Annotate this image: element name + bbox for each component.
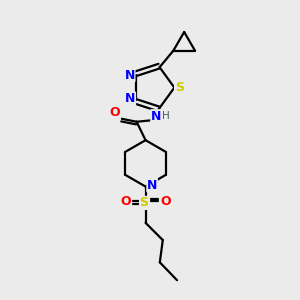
Text: N: N	[151, 110, 161, 123]
Text: N: N	[147, 178, 157, 192]
Text: O: O	[120, 195, 131, 208]
Text: N: N	[125, 92, 136, 105]
Text: N: N	[124, 68, 135, 82]
Text: H: H	[162, 111, 170, 121]
Text: O: O	[110, 106, 120, 119]
Text: S: S	[175, 81, 184, 94]
Text: O: O	[160, 195, 171, 208]
Text: S: S	[140, 196, 148, 209]
